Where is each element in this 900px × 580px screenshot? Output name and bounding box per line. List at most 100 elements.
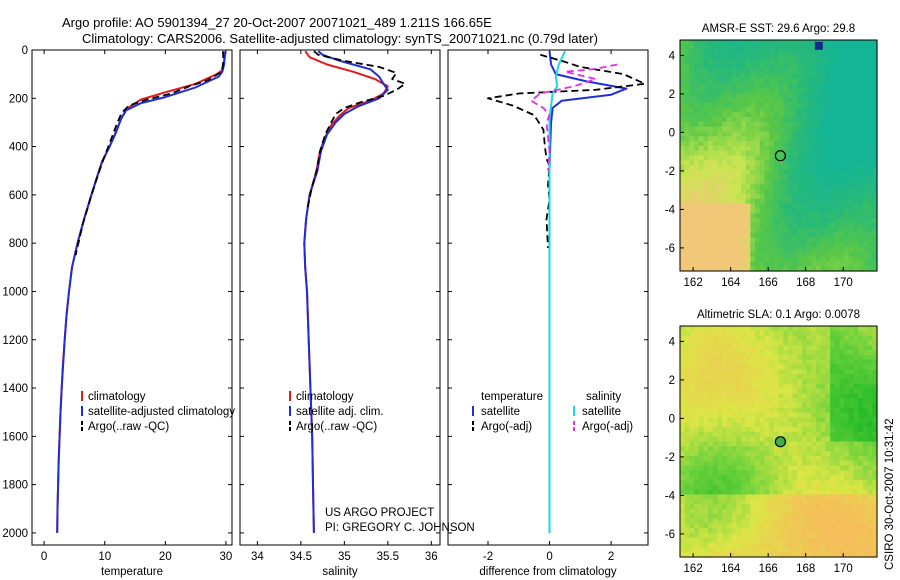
map-cell <box>773 547 780 553</box>
map-cell <box>740 436 747 443</box>
map-cell <box>726 552 733 558</box>
map-cell <box>834 460 841 467</box>
map-cell <box>820 446 826 452</box>
map-cell <box>834 150 841 157</box>
map-cell <box>811 350 817 356</box>
map-cell <box>740 528 747 534</box>
map-cell <box>839 350 845 356</box>
map-cell <box>816 388 822 394</box>
map-cell <box>712 470 719 476</box>
map-cell <box>745 427 751 433</box>
map-cell <box>722 407 728 414</box>
map-cell <box>839 354 845 361</box>
map-cell <box>830 542 836 548</box>
map-cell <box>694 203 700 210</box>
map-cell <box>764 141 770 147</box>
map-cell <box>736 102 742 108</box>
map-cell <box>722 499 728 505</box>
map-cell <box>862 345 869 351</box>
map-cell <box>731 528 737 534</box>
map-cell <box>825 208 831 214</box>
map-cell <box>745 64 751 70</box>
y-tick-label: 2000 <box>2 528 28 540</box>
map-cell <box>834 92 841 99</box>
map-cell <box>680 369 686 375</box>
map-cell <box>853 489 859 496</box>
map-cell <box>698 150 705 157</box>
map-cell <box>806 242 812 248</box>
map-cell <box>872 184 878 190</box>
map-cell <box>698 107 705 113</box>
map-cell <box>708 403 714 409</box>
map-cell <box>858 198 864 205</box>
map-cell <box>801 246 808 253</box>
map-cell <box>862 261 869 267</box>
map-cell <box>726 54 733 60</box>
map-cell <box>745 398 751 404</box>
map-cell <box>689 155 695 161</box>
map-cell <box>830 480 836 486</box>
map-cell <box>853 407 859 414</box>
map-cell <box>750 340 756 346</box>
map-cell <box>689 44 695 51</box>
map-cell <box>694 145 700 152</box>
map-cell <box>858 537 864 544</box>
map-cell <box>811 194 817 200</box>
map-cell <box>726 203 733 210</box>
map-cell <box>703 213 709 219</box>
map-cell <box>778 218 784 224</box>
map-cell <box>806 537 812 544</box>
map-cell <box>862 136 869 142</box>
map-cell <box>698 251 705 258</box>
map-cell <box>801 256 808 262</box>
map-cell <box>844 378 850 385</box>
map-cell <box>694 369 700 375</box>
map-cell <box>820 49 826 56</box>
map-cell <box>783 131 789 137</box>
map-cell <box>680 528 686 534</box>
map-cell <box>797 403 803 409</box>
map-cell <box>698 532 705 539</box>
map-cell <box>811 518 817 524</box>
map-cell <box>759 73 766 80</box>
map-cell <box>783 251 789 258</box>
map-cell <box>848 194 855 200</box>
map-cell <box>844 359 850 366</box>
map-cell <box>787 203 794 210</box>
map-cell <box>755 542 761 548</box>
y-tick-label: -6 <box>665 529 675 541</box>
map-cell <box>825 246 831 253</box>
map-cell <box>684 326 690 332</box>
map-cell <box>703 451 709 457</box>
map-cell <box>726 484 733 491</box>
map-cell <box>750 136 756 142</box>
map-cell <box>825 165 831 171</box>
map-cell <box>862 480 869 486</box>
map-cell <box>872 537 878 544</box>
map-cell <box>717 97 723 104</box>
map-cell <box>689 499 695 505</box>
map-cell <box>684 203 690 210</box>
map-cell <box>764 150 770 157</box>
map-cell <box>858 64 864 70</box>
map-cell <box>708 237 714 243</box>
map-cell <box>684 246 690 253</box>
map-cell <box>844 398 850 404</box>
map-cell <box>853 44 859 51</box>
map-cell <box>703 242 709 248</box>
map-cell <box>872 508 878 515</box>
map-cell <box>740 40 747 46</box>
map-cell <box>689 528 695 534</box>
series-line <box>303 50 389 533</box>
map-cell <box>684 508 690 515</box>
map-cell <box>816 107 822 113</box>
map-cell <box>783 246 789 253</box>
map-cell <box>726 256 733 262</box>
map-cell <box>717 484 723 491</box>
map-cell <box>820 537 826 544</box>
map-cell <box>778 131 784 137</box>
map-cell <box>680 398 686 404</box>
map-cell <box>722 340 728 346</box>
map-cell <box>825 136 831 142</box>
